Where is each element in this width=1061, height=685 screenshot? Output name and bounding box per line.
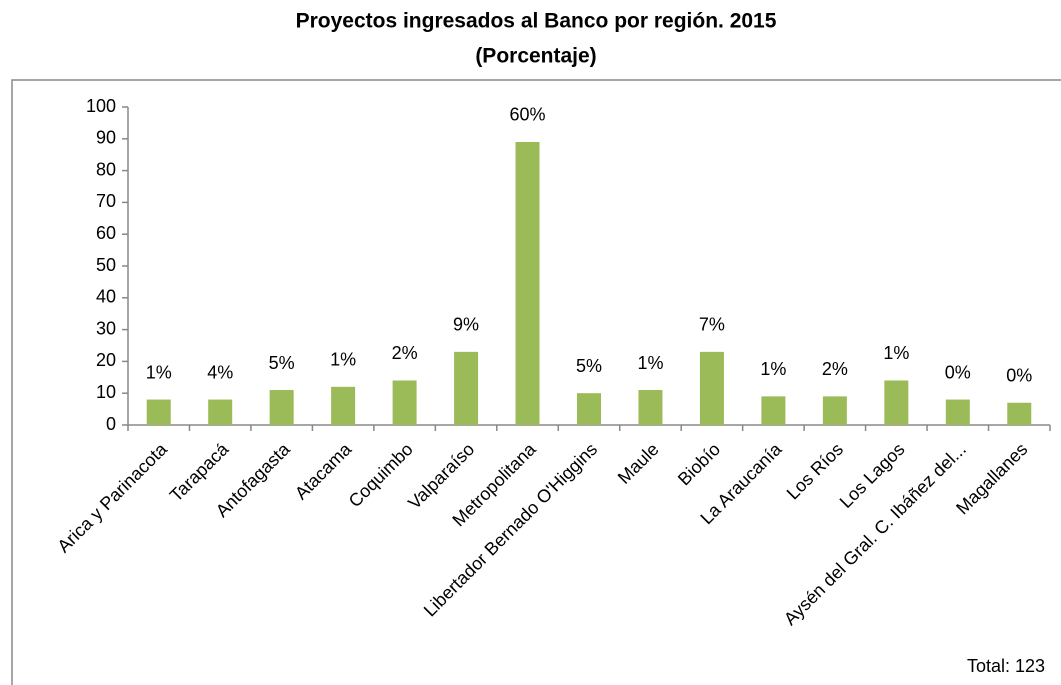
bar-label: 9% (453, 315, 479, 335)
x-tick-label: Arica y Parinacota (53, 438, 171, 556)
bar-label: 1% (330, 350, 356, 370)
bar (945, 399, 970, 425)
y-tick-label: 100 (86, 96, 116, 116)
bar (146, 399, 171, 425)
y-tick-label: 80 (96, 159, 116, 179)
bar-label: 0% (945, 362, 971, 382)
bar-label: 0% (1006, 365, 1032, 385)
bar-label: 1% (637, 353, 663, 373)
bar (884, 380, 909, 425)
bar (761, 396, 786, 425)
x-tick-label: Atacama (291, 438, 356, 503)
bar-label: 2% (822, 359, 848, 379)
x-tick-label: Biobío (674, 439, 724, 489)
y-tick-label: 0 (106, 414, 116, 434)
chart-frame (11, 79, 1061, 685)
bar-label: 7% (699, 315, 725, 335)
bar (208, 399, 233, 425)
bar-label: 5% (269, 353, 295, 373)
bar-label: 2% (392, 343, 418, 363)
bar (269, 390, 294, 425)
chart-title: Proyectos ingresados al Banco por región… (296, 10, 777, 33)
bar (331, 386, 356, 425)
bar-label: 1% (760, 359, 786, 379)
y-tick-label: 60 (96, 223, 116, 243)
bar-label: 1% (146, 362, 172, 382)
bar (699, 351, 724, 425)
y-tick-label: 50 (96, 255, 116, 275)
bar-label: 4% (207, 362, 233, 382)
y-tick-label: 90 (96, 128, 116, 148)
bar (822, 396, 847, 425)
bar-label: 5% (576, 356, 602, 376)
y-tick-label: 40 (96, 287, 116, 307)
bar (1007, 402, 1032, 425)
y-tick-label: 70 (96, 191, 116, 211)
annotation: Total: 123 (967, 656, 1045, 676)
y-tick-label: 10 (96, 382, 116, 402)
x-tick-label: Los Ríos (783, 439, 847, 503)
bar (515, 141, 540, 426)
bar-label: 60% (510, 105, 546, 125)
y-tick-label: 20 (96, 350, 116, 370)
bar-label: 1% (883, 343, 909, 363)
x-tick-label: Maule (614, 439, 663, 488)
chart-subtitle: (Porcentaje) (475, 45, 596, 68)
y-tick-label: 30 (96, 318, 116, 338)
bar (392, 380, 417, 425)
bar (577, 393, 601, 425)
bar (638, 390, 663, 425)
bar (454, 351, 479, 425)
